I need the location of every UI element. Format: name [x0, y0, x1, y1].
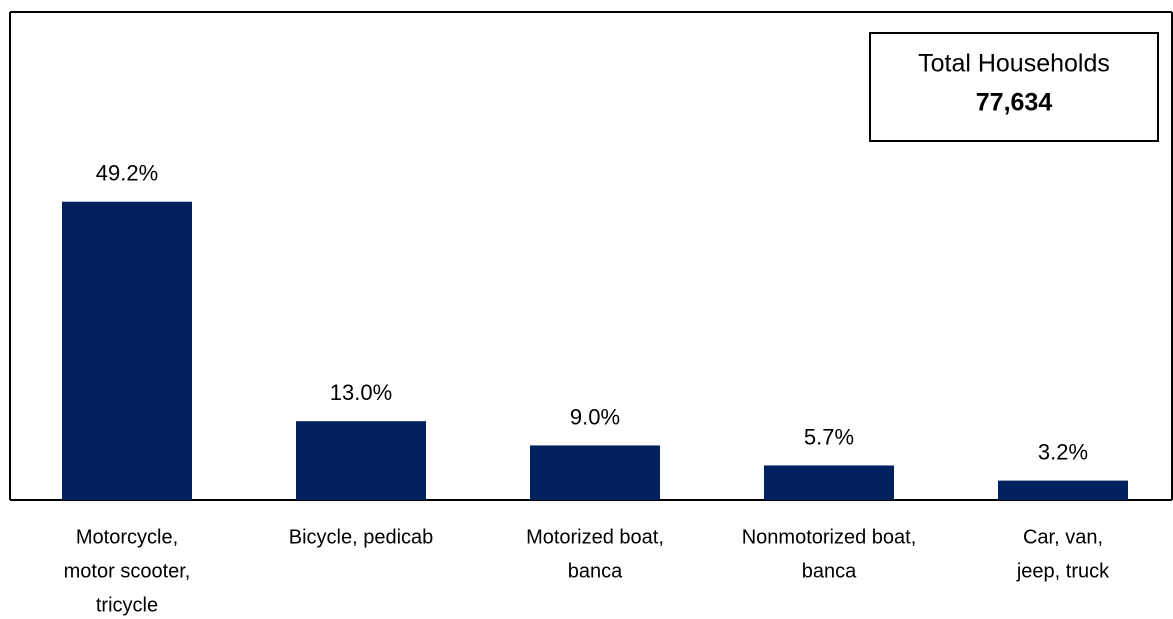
x-tick-label: tricycle	[96, 594, 158, 616]
x-tick-label: Motorcycle,	[76, 526, 178, 548]
data-label: 5.7%	[804, 424, 854, 449]
bar	[62, 201, 192, 500]
bar	[530, 445, 660, 500]
data-label: 3.2%	[1038, 439, 1088, 464]
bar	[296, 421, 426, 500]
bar	[998, 480, 1128, 500]
x-tick-label: Motorized boat,	[526, 526, 664, 548]
x-tick-label: Car, van,	[1023, 526, 1103, 548]
data-label: 13.0%	[330, 380, 392, 405]
annotation-text: 77,634	[976, 89, 1053, 117]
x-tick-label: jeep, truck	[1016, 560, 1110, 582]
x-tick-label: banca	[802, 560, 857, 582]
annotation-title: Total Households	[918, 50, 1110, 78]
x-tick-label: motor scooter,	[64, 560, 191, 582]
x-tick-label: Bicycle, pedicab	[289, 526, 434, 548]
x-tick-label: Nonmotorized boat,	[742, 526, 917, 548]
annotation-box	[869, 32, 1159, 142]
bar	[764, 465, 894, 500]
x-tick-label: banca	[568, 560, 623, 582]
data-label: 49.2%	[96, 161, 158, 186]
data-label: 9.0%	[570, 404, 620, 429]
